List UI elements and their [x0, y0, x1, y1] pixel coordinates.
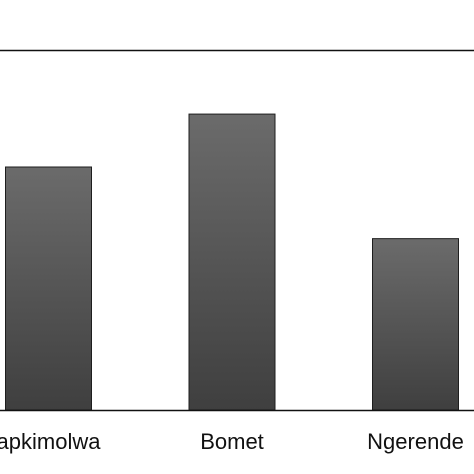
bar-apkimolwa	[5, 166, 92, 411]
x-tick-labels: apkimolwa Bomet Ngerende	[0, 429, 464, 454]
x-tick-label-apkimolwa: apkimolwa	[0, 429, 101, 454]
bar-ngerende	[372, 238, 459, 411]
x-tick-label-bomet: Bomet	[200, 429, 264, 454]
bar-bomet	[188, 113, 276, 411]
x-tick-label-ngerende: Ngerende	[367, 429, 464, 454]
bar-series	[5, 113, 459, 411]
